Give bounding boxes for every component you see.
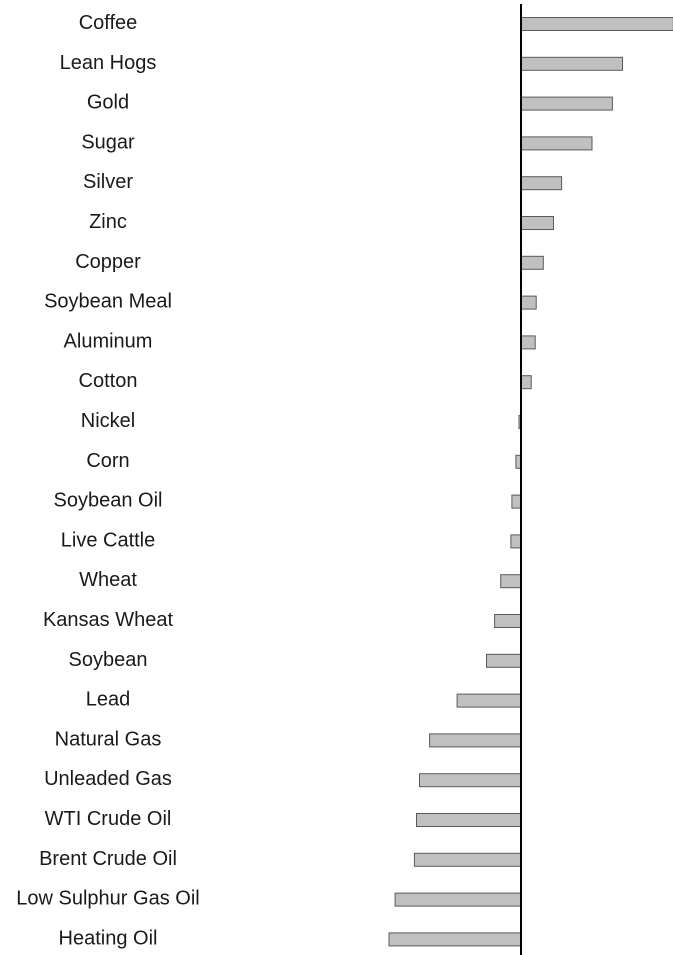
category-label: Brent Crude Oil [39,848,177,870]
bar-gold [520,96,613,111]
category-label: Coffee [79,12,138,34]
category-label: Zinc [89,211,127,233]
bar-heating-oil [388,932,522,947]
bar-soybean [486,653,522,668]
bar-soybean-meal [520,295,537,310]
bar-unleaded-gas [419,773,522,788]
category-label: Silver [83,171,133,193]
category-label: Corn [86,450,129,472]
category-label: WTI Crude Oil [45,808,172,830]
bar-kansas-wheat [494,614,522,628]
category-label: Lean Hogs [60,52,157,74]
category-label: Live Cattle [61,529,156,551]
bar-natural-gas [429,733,522,748]
bar-live-cattle [510,534,522,549]
category-label: Soybean [69,649,148,671]
category-label: Soybean Oil [54,490,163,512]
bar-zinc [520,216,554,230]
bar-coffee [520,17,673,31]
bar-wheat [500,574,522,589]
bar-lead [456,693,522,708]
category-label: Gold [87,92,129,114]
bars [388,17,673,947]
category-label: Soybean Meal [44,291,172,313]
bar-copper [520,255,544,270]
category-label: Sugar [81,131,135,153]
category-labels: Coffee Lean Hogs Gold Sugar Silver Zinc Copper… [16,12,199,949]
bar-soybean-oil [511,494,522,509]
bar-lean-hogs [520,56,623,71]
category-label: Kansas Wheat [43,609,174,631]
bar-cotton [520,375,532,390]
bar-wti-crude-oil [416,813,522,827]
bar-silver [520,176,563,191]
bar-sugar [520,136,593,151]
category-label: Wheat [79,569,137,591]
category-label: Nickel [81,410,135,432]
category-label: Natural Gas [55,728,162,750]
category-label: Cotton [79,370,138,392]
category-label: Lead [86,689,131,711]
category-label: Unleaded Gas [44,768,172,790]
category-label: Low Sulphur Gas Oil [16,888,199,910]
category-label: Copper [75,251,141,273]
bar-brent-crude-oil [413,852,522,867]
category-label: Heating Oil [59,927,158,949]
bar-aluminum [520,335,536,350]
bar-low-sulphur-gas-oil [394,892,522,907]
category-label: Aluminum [64,330,153,352]
